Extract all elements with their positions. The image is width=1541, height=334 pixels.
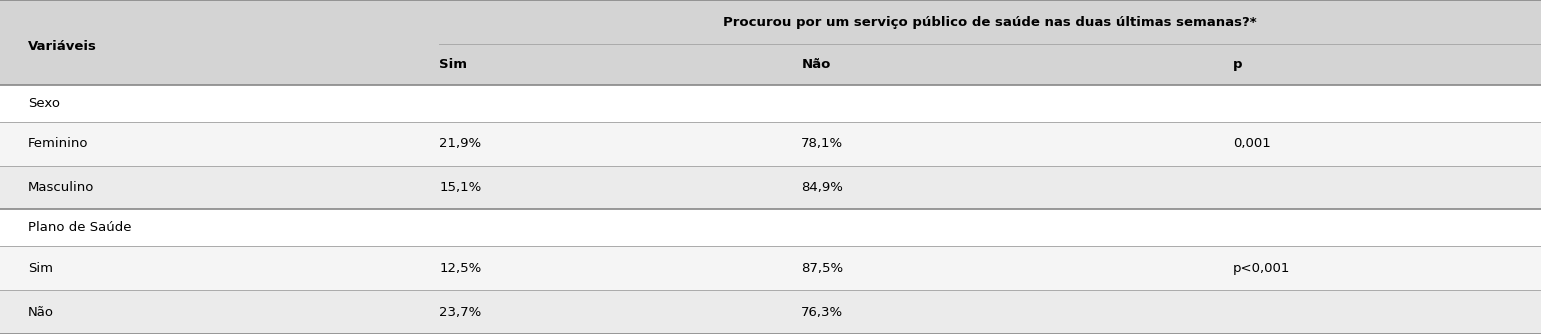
Text: 0,001: 0,001 [1233, 137, 1270, 150]
Bar [0, 246, 1541, 290]
Text: 87,5%: 87,5% [801, 262, 843, 275]
Text: Plano de Saúde: Plano de Saúde [28, 221, 131, 234]
Bar [0, 85, 1541, 122]
Text: p: p [1233, 58, 1242, 71]
Text: Sim: Sim [28, 262, 52, 275]
Text: 84,9%: 84,9% [801, 181, 843, 194]
Bar [0, 290, 1541, 334]
Text: 23,7%: 23,7% [439, 306, 481, 319]
Text: Variáveis: Variáveis [28, 40, 97, 53]
Text: 12,5%: 12,5% [439, 262, 481, 275]
Bar [0, 122, 1541, 166]
Text: Sexo: Sexo [28, 97, 60, 110]
Bar [0, 166, 1541, 209]
Text: Não: Não [801, 58, 831, 71]
Text: Masculino: Masculino [28, 181, 94, 194]
Text: Sim: Sim [439, 58, 467, 71]
Text: 76,3%: 76,3% [801, 306, 843, 319]
Text: Feminino: Feminino [28, 137, 88, 150]
Text: 15,1%: 15,1% [439, 181, 481, 194]
Text: p<0,001: p<0,001 [1233, 262, 1290, 275]
Text: Não: Não [28, 306, 54, 319]
Text: 78,1%: 78,1% [801, 137, 843, 150]
Bar [0, 209, 1541, 246]
Text: Procurou por um serviço público de saúde nas duas últimas semanas?*: Procurou por um serviço público de saúde… [723, 16, 1257, 29]
Text: 21,9%: 21,9% [439, 137, 481, 150]
Bar [0, 0, 1541, 85]
